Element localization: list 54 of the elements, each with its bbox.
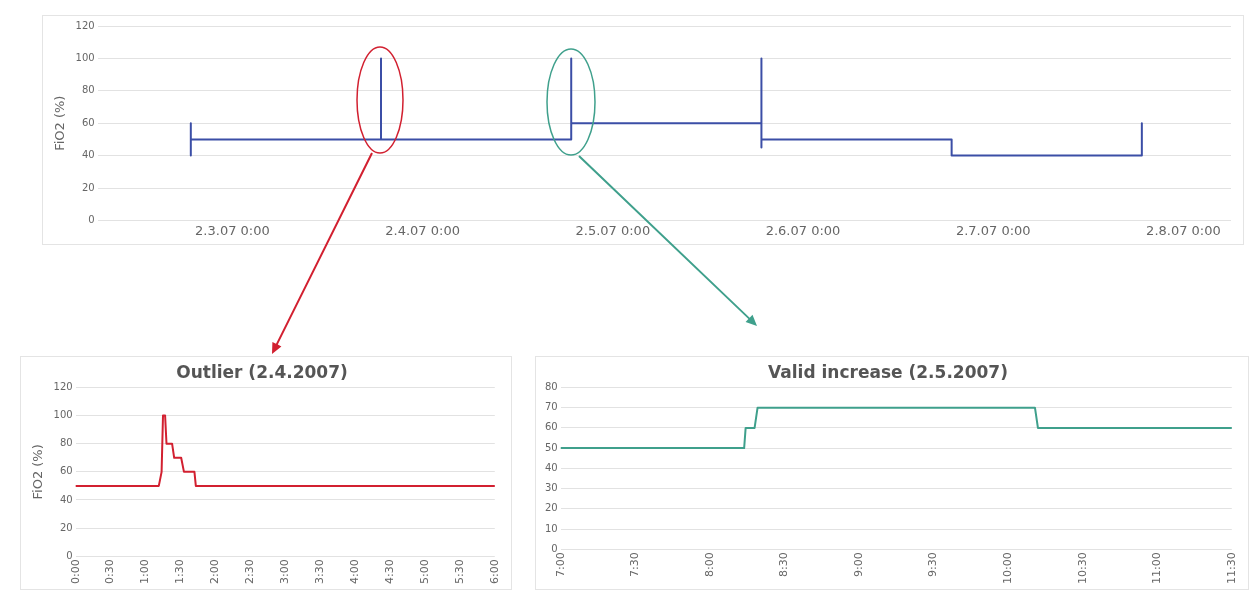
y-tick-label: 50 [544,441,558,453]
x-tick-label: 11:00 [1150,552,1164,584]
x-tick-label: 5:00 [417,559,431,584]
x-tick-label: 2.5.07 0:00 [575,222,651,238]
y-tick-label: 80 [544,380,558,392]
x-tick-label: 2.7.07 0:00 [955,222,1031,238]
x-tick-label: 7:00 [553,552,567,577]
y-tick-label: 60 [544,421,558,433]
x-tick-label: 2.6.07 0:00 [765,222,841,238]
x-tick-label: 4:00 [347,559,361,584]
y-tick-label: 40 [544,461,558,473]
x-tick-label: 1:00 [138,559,152,584]
x-tick-label: 2:00 [208,559,222,584]
y-tick-label: 100 [53,409,73,421]
y-tick-label: 10 [544,522,558,534]
y-tick-label: 80 [81,84,95,96]
y-tick-label: 0 [88,213,95,225]
x-tick-label: 2.4.07 0:00 [385,222,460,238]
y-tick-label: 120 [75,19,95,31]
y-tick-label: 20 [544,502,558,514]
x-tick-label: 11:30 [1224,552,1238,584]
x-tick-label: 5:30 [452,559,466,584]
y-axis-title: FiO2 (%) [30,444,46,500]
y-axis-title: FiO2 (%) [52,95,68,151]
x-tick-label: 8:30 [777,552,791,577]
x-tick-label: 0:30 [103,559,117,584]
x-tick-label: 2.3.07 0:00 [195,222,270,238]
y-tick-label: 30 [544,482,558,494]
y-tick-label: 80 [59,437,73,449]
x-tick-label: 2:30 [243,559,257,584]
x-tick-label: 9:00 [851,552,865,577]
chart-title: Valid increase (2.5.2007) [768,361,1008,382]
y-tick-label: 100 [75,51,95,63]
x-tick-label: 3:30 [313,559,327,584]
y-tick-label: 60 [59,465,73,477]
x-tick-label: 9:30 [926,552,940,577]
y-tick-label: 40 [81,149,95,161]
x-tick-label: 6:00 [487,559,501,584]
x-tick-label: 2.8.07 0:00 [1146,222,1221,238]
x-tick-label: 4:30 [382,559,396,584]
x-tick-label: 10:00 [1000,552,1014,584]
y-tick-label: 20 [59,521,73,533]
x-tick-label: 1:30 [173,559,187,584]
y-tick-label: 120 [53,380,73,392]
x-tick-label: 10:30 [1075,552,1089,584]
y-tick-label: 20 [81,181,95,193]
chart-title: Outlier (2.4.2007) [176,361,348,382]
y-tick-label: 60 [81,116,95,128]
x-tick-label: 8:00 [702,552,716,577]
x-tick-label: 3:00 [278,559,292,584]
y-tick-label: 70 [544,401,558,413]
x-tick-label: 0:00 [68,559,82,584]
y-tick-label: 40 [59,493,73,505]
x-tick-label: 7:30 [628,552,642,577]
